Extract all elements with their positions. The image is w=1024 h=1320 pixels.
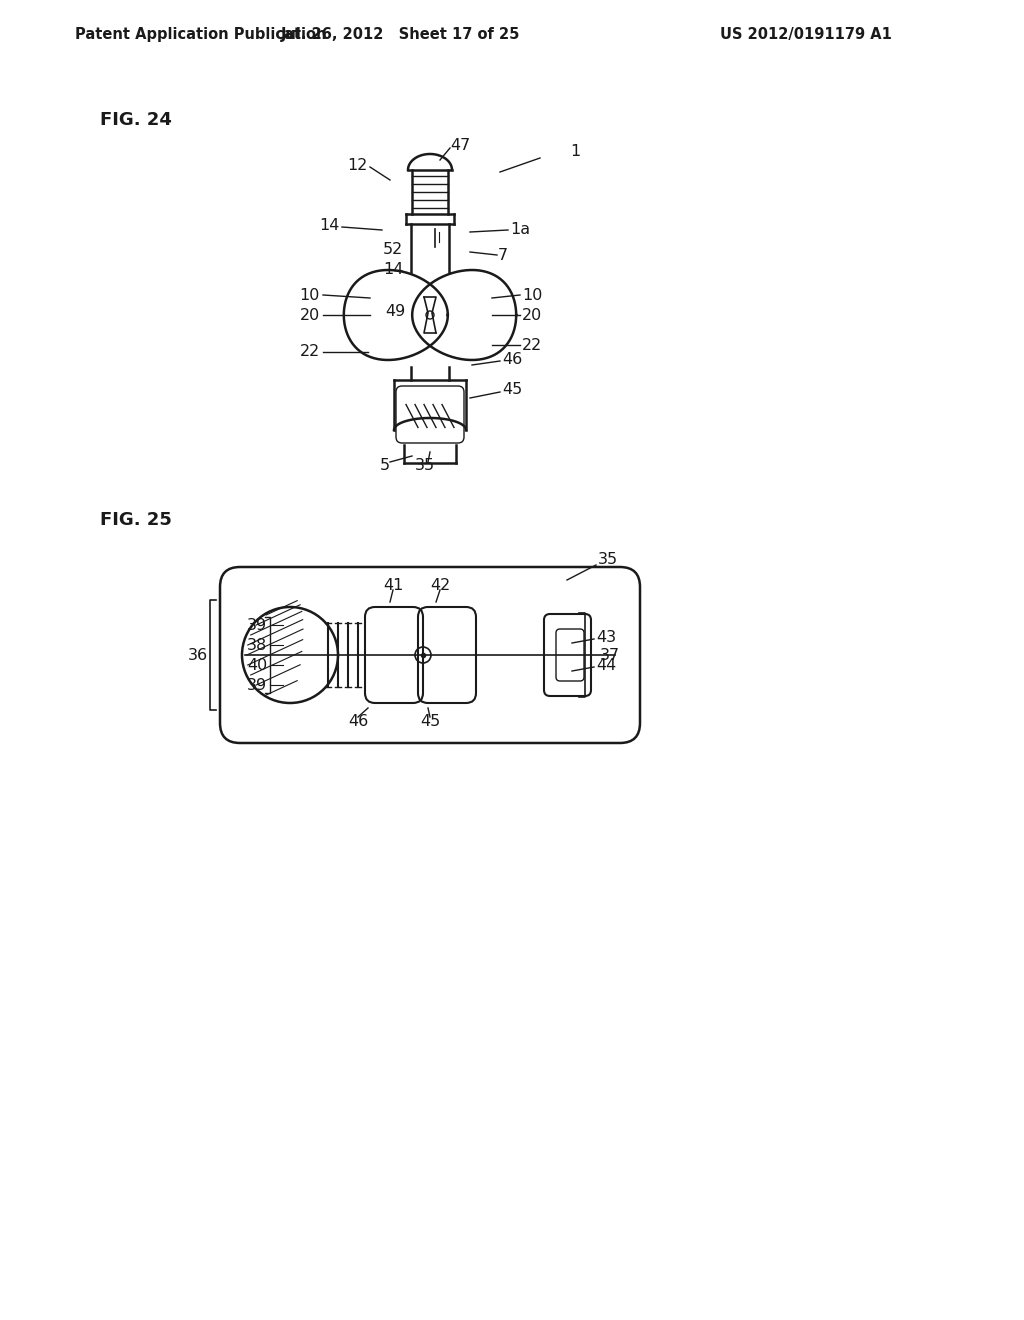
Text: 1: 1 bbox=[570, 144, 581, 160]
Text: 20: 20 bbox=[300, 308, 319, 322]
Text: 10: 10 bbox=[522, 288, 543, 302]
Text: 46: 46 bbox=[348, 714, 368, 730]
Text: Patent Application Publication: Patent Application Publication bbox=[75, 28, 327, 42]
Text: 37: 37 bbox=[600, 648, 621, 663]
Text: Jul. 26, 2012   Sheet 17 of 25: Jul. 26, 2012 Sheet 17 of 25 bbox=[281, 28, 520, 42]
Text: 52: 52 bbox=[383, 243, 403, 257]
Text: 42: 42 bbox=[430, 578, 451, 593]
Text: 22: 22 bbox=[300, 345, 319, 359]
Text: 45: 45 bbox=[502, 383, 522, 397]
Text: 39: 39 bbox=[247, 677, 267, 693]
Text: 1a: 1a bbox=[510, 223, 530, 238]
Text: 10: 10 bbox=[300, 288, 319, 302]
Text: 43: 43 bbox=[596, 630, 616, 644]
Text: 47: 47 bbox=[450, 137, 470, 153]
Text: 14: 14 bbox=[319, 218, 340, 232]
Text: 38: 38 bbox=[247, 638, 267, 652]
Text: FIG. 25: FIG. 25 bbox=[100, 511, 172, 529]
Text: 35: 35 bbox=[415, 458, 435, 474]
Text: 40: 40 bbox=[247, 657, 267, 672]
Text: 5: 5 bbox=[380, 458, 390, 474]
Text: 41: 41 bbox=[383, 578, 403, 593]
Text: 49: 49 bbox=[385, 305, 406, 319]
Text: 45: 45 bbox=[420, 714, 440, 730]
Text: 12: 12 bbox=[347, 157, 368, 173]
Text: 44: 44 bbox=[596, 657, 616, 672]
Text: 35: 35 bbox=[598, 553, 618, 568]
Text: 7: 7 bbox=[498, 248, 508, 263]
Text: 14: 14 bbox=[383, 263, 403, 277]
Text: 39: 39 bbox=[247, 618, 267, 632]
Text: 46: 46 bbox=[502, 352, 522, 367]
Text: US 2012/0191179 A1: US 2012/0191179 A1 bbox=[720, 28, 892, 42]
Text: 22: 22 bbox=[522, 338, 543, 352]
Text: 20: 20 bbox=[522, 308, 543, 322]
Text: FIG. 24: FIG. 24 bbox=[100, 111, 172, 129]
Text: 36: 36 bbox=[188, 648, 208, 663]
